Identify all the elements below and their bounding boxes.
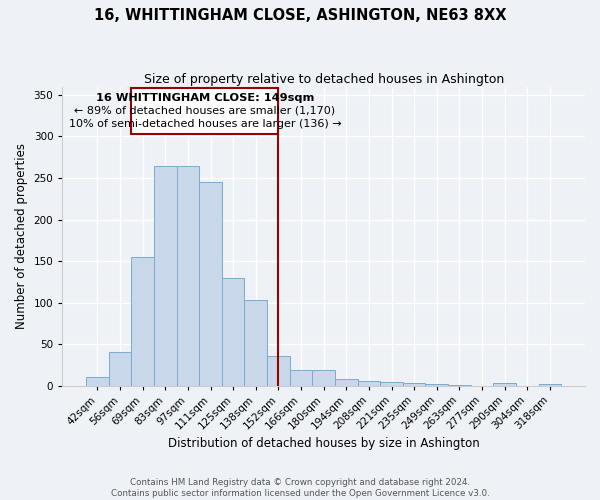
- Bar: [493, 383, 516, 386]
- Bar: [199, 182, 222, 386]
- Bar: [403, 383, 425, 386]
- Bar: [131, 88, 278, 134]
- Bar: [448, 384, 471, 386]
- Bar: [335, 379, 358, 386]
- Bar: [131, 257, 154, 386]
- Bar: [313, 370, 335, 386]
- Text: 10% of semi-detached houses are larger (136) →: 10% of semi-detached houses are larger (…: [68, 119, 341, 129]
- Bar: [267, 356, 290, 386]
- Title: Size of property relative to detached houses in Ashington: Size of property relative to detached ho…: [143, 72, 504, 86]
- Bar: [244, 300, 267, 386]
- Text: 16 WHITTINGHAM CLOSE: 149sqm: 16 WHITTINGHAM CLOSE: 149sqm: [95, 93, 314, 103]
- Bar: [154, 166, 176, 386]
- Text: 16, WHITTINGHAM CLOSE, ASHINGTON, NE63 8XX: 16, WHITTINGHAM CLOSE, ASHINGTON, NE63 8…: [94, 8, 506, 22]
- Bar: [290, 370, 313, 386]
- Bar: [539, 384, 561, 386]
- Bar: [358, 382, 380, 386]
- Bar: [380, 382, 403, 386]
- Bar: [109, 352, 131, 386]
- Y-axis label: Number of detached properties: Number of detached properties: [15, 143, 28, 329]
- Bar: [86, 378, 109, 386]
- Bar: [222, 278, 244, 386]
- Bar: [176, 166, 199, 386]
- X-axis label: Distribution of detached houses by size in Ashington: Distribution of detached houses by size …: [168, 437, 479, 450]
- Text: Contains HM Land Registry data © Crown copyright and database right 2024.
Contai: Contains HM Land Registry data © Crown c…: [110, 478, 490, 498]
- Text: ← 89% of detached houses are smaller (1,170): ← 89% of detached houses are smaller (1,…: [74, 105, 335, 115]
- Bar: [425, 384, 448, 386]
